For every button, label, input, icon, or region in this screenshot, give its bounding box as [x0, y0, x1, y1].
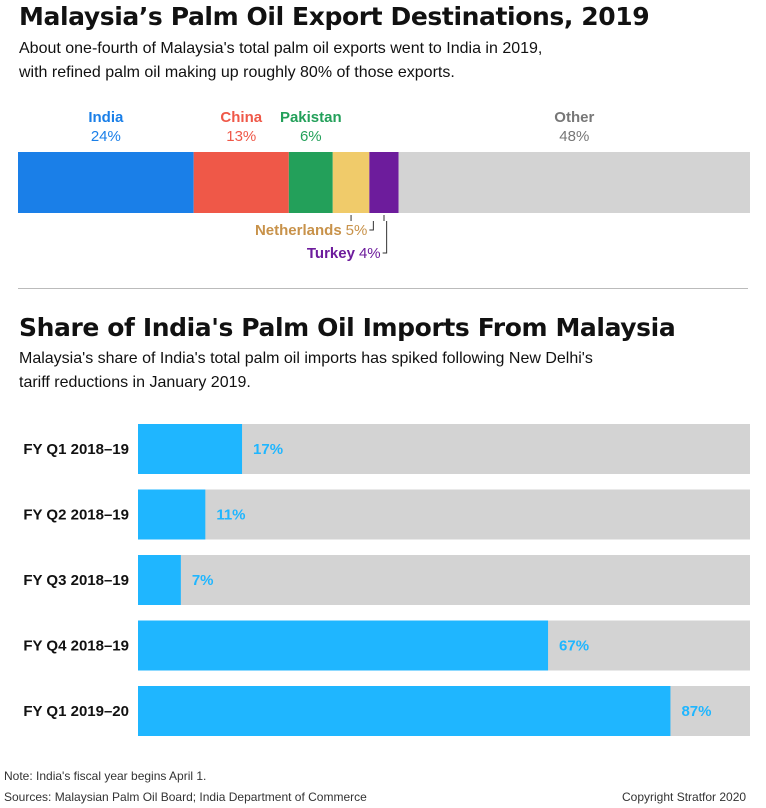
india-imports-chart: FY Q1 2018–19 17% FY Q2 2018–19 11% FY Q3 20…: [23, 424, 750, 736]
leader-line-netherlands: [350, 215, 374, 231]
label-pakistan-value: 6%: [300, 128, 322, 145]
bar-3: [138, 555, 181, 605]
section-divider: [18, 288, 748, 289]
value-label-2: 11%: [216, 507, 245, 524]
bar-segment-netherlands: [332, 152, 370, 213]
label-turkey-value: 4%: [359, 245, 381, 262]
category-label-4: FY Q4 2018–19: [23, 638, 129, 655]
chart2-subtitle-line1: Malaysia's share of India's total palm o…: [19, 350, 593, 367]
label-pakistan-name: Pakistan: [280, 109, 342, 126]
bar-1: [138, 424, 243, 474]
category-label-1: FY Q1 2018–19: [23, 441, 129, 458]
chart1-title: Malaysia’s Palm Oil Export Destinations,…: [19, 2, 650, 31]
chart2-subtitle-line2: tariff reductions in January 2019.: [19, 374, 251, 391]
chart2-title: Share of India's Palm Oil Imports From M…: [19, 313, 676, 342]
bar-segment-other: [398, 152, 750, 213]
bar-segment-china: [193, 152, 289, 213]
copyright: Copyright Stratfor 2020: [622, 790, 747, 804]
bar-track-3: [138, 555, 750, 605]
value-label-4: 67%: [559, 638, 589, 655]
label-india-value: 24%: [91, 128, 121, 145]
label-turkey-name: Turkey: [307, 245, 356, 262]
bar-track-2: [138, 489, 750, 540]
bar-4: [138, 620, 549, 671]
value-label-5: 87%: [681, 703, 711, 720]
category-label-3: FY Q3 2018–19: [23, 572, 129, 589]
label-other-value: 48%: [559, 128, 589, 145]
bar-5: [138, 686, 671, 736]
label-netherlands-value: 5%: [346, 222, 368, 239]
category-label-5: FY Q1 2019–20: [23, 703, 129, 720]
value-label-3: 7%: [192, 572, 214, 589]
bar-segment-india: [18, 152, 194, 213]
label-china-value: 13%: [226, 128, 256, 145]
export-destinations-chart: India 24% China 13% Pakistan 6% Netherlands 5% T…: [18, 109, 750, 262]
bar-segment-pakistan: [288, 152, 333, 213]
value-label-1: 17%: [253, 441, 283, 458]
chart1-subtitle-line1: About one-fourth of Malaysia's total pal…: [19, 40, 543, 57]
footnote: Note: India's fiscal year begins April 1…: [4, 769, 207, 783]
bar-segment-turkey: [369, 152, 399, 213]
category-label-2: FY Q2 2018–19: [23, 507, 129, 524]
chart1-subtitle-line2: with refined palm oil making up roughly …: [19, 64, 455, 81]
bar-2: [138, 489, 206, 540]
label-other-name: Other: [554, 109, 594, 126]
sources: Sources: Malaysian Palm Oil Board; India…: [4, 790, 367, 804]
leader-line-turkey: [382, 215, 388, 254]
label-netherlands-name: Netherlands: [255, 222, 342, 239]
label-china-name: China: [220, 109, 262, 126]
label-india-name: India: [88, 109, 124, 126]
